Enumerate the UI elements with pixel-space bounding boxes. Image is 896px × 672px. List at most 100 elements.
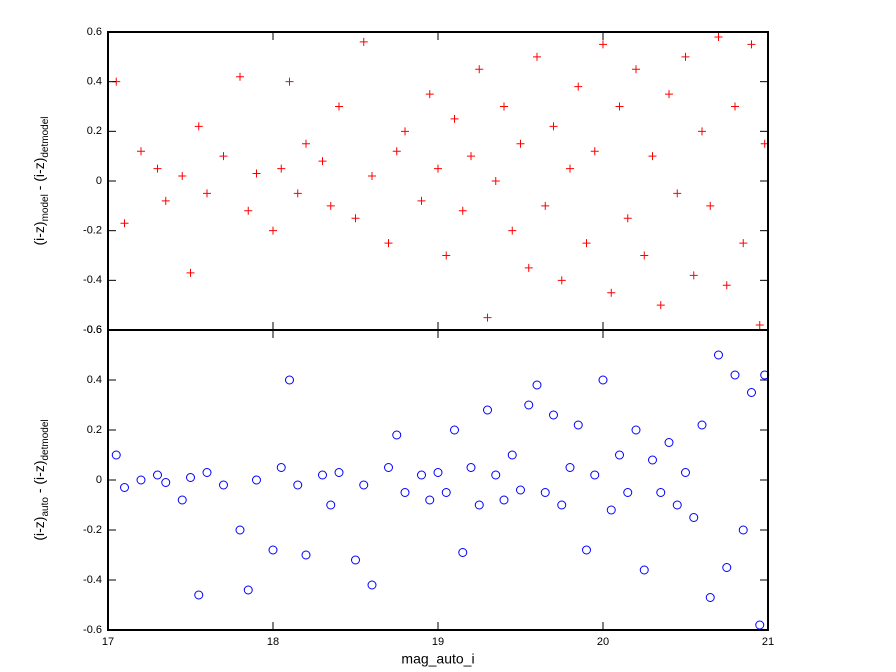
point	[607, 288, 616, 297]
point	[367, 580, 377, 590]
point	[293, 189, 302, 198]
y-tick-label: -0.4	[83, 274, 102, 286]
point	[541, 201, 550, 210]
point	[656, 488, 666, 497]
point	[574, 82, 583, 91]
point	[623, 214, 632, 223]
x-tick-label: 20	[597, 636, 609, 648]
point	[458, 548, 468, 557]
point	[458, 206, 467, 215]
point	[738, 525, 748, 535]
point	[442, 251, 451, 260]
point	[606, 505, 616, 515]
point	[722, 281, 731, 290]
point	[326, 201, 335, 210]
point	[276, 463, 286, 472]
point	[631, 425, 641, 435]
point	[111, 450, 121, 460]
point	[335, 102, 343, 111]
point	[268, 545, 278, 555]
point	[664, 438, 674, 447]
point	[219, 480, 228, 490]
x-tick-label: 21	[762, 636, 774, 648]
y-tick-label: -0.6	[83, 324, 102, 336]
point	[153, 470, 162, 480]
point	[599, 40, 607, 49]
point	[120, 219, 129, 228]
point	[573, 420, 583, 430]
x-tick-label: 19	[432, 636, 444, 648]
y-tick-label: -0.2	[83, 225, 102, 237]
point	[466, 463, 476, 472]
y-tick-label: 0	[96, 474, 102, 486]
point	[672, 500, 682, 510]
point	[565, 463, 575, 472]
point	[483, 405, 492, 415]
point	[516, 485, 525, 495]
point	[532, 380, 542, 390]
point	[359, 480, 369, 490]
y-axis-title-part: model	[40, 194, 51, 221]
point	[400, 488, 410, 497]
point	[137, 147, 145, 156]
y-axis-title-part: detmodel	[40, 116, 51, 157]
y-tick-label: -0.6	[83, 624, 102, 636]
point	[705, 593, 715, 602]
point	[269, 226, 277, 235]
x-tick-label: 18	[267, 636, 279, 648]
point	[639, 565, 649, 575]
point	[236, 72, 244, 81]
point	[186, 268, 195, 277]
y-axis-title-part: - (i-z)	[31, 158, 47, 195]
point	[615, 102, 624, 111]
point	[417, 196, 426, 205]
point	[689, 513, 699, 522]
point	[598, 375, 608, 385]
point	[368, 172, 376, 181]
point	[722, 563, 732, 572]
y-tick-label: 0.6	[87, 26, 102, 38]
point	[582, 545, 591, 555]
point	[549, 122, 558, 131]
point	[177, 495, 187, 505]
point	[731, 102, 739, 111]
y-tick-label: -0.4	[83, 574, 102, 586]
point	[540, 488, 550, 497]
point	[285, 375, 294, 385]
y-tick-label: 0.4	[87, 374, 102, 386]
point	[351, 214, 360, 223]
point	[697, 420, 707, 430]
point	[714, 350, 723, 360]
point	[590, 470, 600, 480]
point	[632, 65, 640, 74]
point	[623, 488, 633, 497]
point	[730, 370, 740, 380]
point	[557, 276, 566, 285]
y-tick-label: -0.2	[83, 524, 102, 536]
point	[351, 555, 360, 565]
point	[161, 196, 170, 205]
point	[401, 127, 409, 136]
point	[186, 473, 195, 482]
point	[326, 500, 336, 510]
point	[474, 500, 484, 510]
point	[450, 114, 459, 123]
x-axis-title: mag_auto_i	[401, 651, 474, 667]
point	[500, 102, 508, 111]
point	[656, 301, 665, 310]
point	[698, 127, 706, 136]
point	[318, 157, 327, 166]
point	[549, 410, 558, 420]
y-tick-label: 0.2	[87, 424, 102, 436]
point	[475, 65, 484, 74]
point	[417, 470, 426, 480]
point	[590, 147, 599, 156]
point	[648, 455, 657, 465]
point	[467, 152, 475, 161]
point	[120, 483, 129, 492]
point	[441, 488, 451, 497]
x-tick-label: 17	[102, 636, 114, 648]
point	[648, 152, 657, 161]
point	[203, 189, 211, 198]
